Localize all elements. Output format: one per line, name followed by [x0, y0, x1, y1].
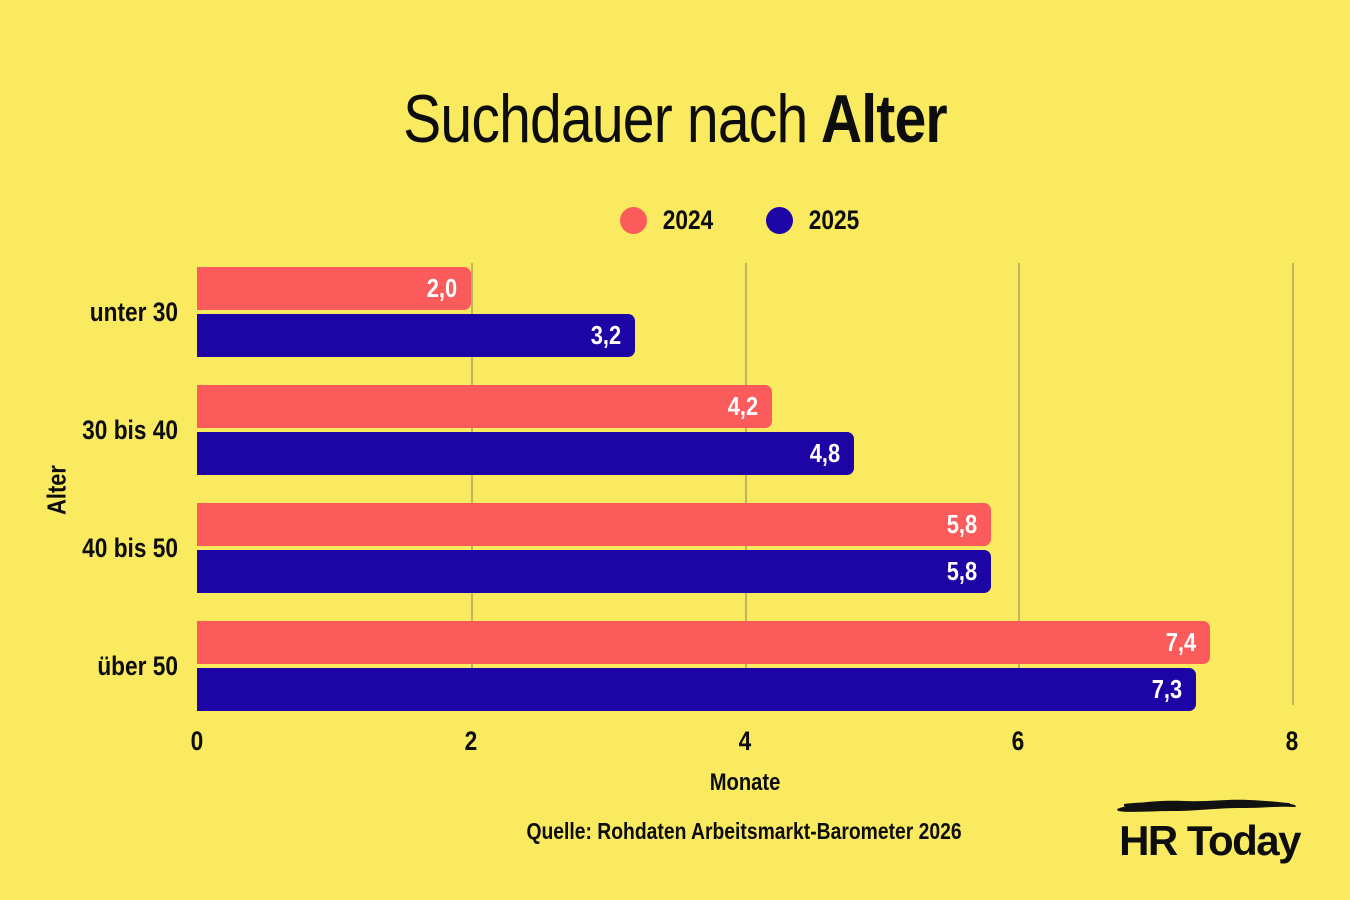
bar-2025-40-bis-50: 5,8 [197, 550, 991, 593]
x-axis-ticks: 0 2 4 6 8 [0, 726, 1350, 760]
legend-label-2025: 2025 [808, 205, 860, 235]
bar-value-label: 7,4 [1165, 627, 1196, 657]
category-label-30-bis-40: 30 bis 40 [82, 415, 178, 445]
x-tick-2: 2 [463, 726, 478, 757]
category-label-unter-30: unter 30 [89, 297, 178, 327]
gridline-2 [470, 263, 473, 705]
source-text: Quelle: Rohdaten Arbeitsmarkt-Barometer … [526, 818, 963, 844]
legend-label-2024: 2024 [662, 205, 714, 235]
chart-title: Suchdauer nach Alter [108, 80, 1242, 158]
category-labels: unter 30 30 bis 40 40 bis 50 über 50 [0, 0, 178, 900]
x-tick-6: 6 [1011, 726, 1026, 757]
source-wrap: Quelle: Rohdaten Arbeitsmarkt-Barometer … [197, 818, 1292, 845]
x-tick-label: 0 [190, 726, 204, 756]
chart-title-regular: Suchdauer nach [403, 81, 808, 157]
category-label-40-bis-50: 40 bis 50 [82, 533, 178, 563]
bar-2024-unter-30: 2,0 [197, 267, 471, 310]
bar-value-label: 2,0 [426, 273, 457, 303]
legend-dot-2024 [620, 207, 647, 234]
chart-title-bold: Alter [820, 81, 948, 157]
logo-text: HR Today [1119, 817, 1301, 864]
bar-value-label: 5,8 [946, 556, 977, 586]
x-tick-label: 4 [738, 726, 751, 756]
legend-item-2025: 2025 [766, 205, 864, 236]
brush-stroke-icon [1117, 799, 1296, 812]
legend-item-2024: 2024 [620, 205, 718, 236]
x-axis-label-wrap: Monate [197, 769, 1292, 797]
x-tick-label: 6 [1011, 726, 1025, 756]
bar-2025-über-50: 7,3 [197, 668, 1197, 711]
x-tick-label: 2 [464, 726, 478, 756]
x-axis-label: Monate [709, 769, 780, 796]
legend-dot-2025 [766, 207, 794, 234]
bar-value-label: 4,2 [727, 391, 758, 421]
gridline-4 [744, 263, 747, 705]
legend: 2024 2025 [620, 205, 864, 236]
bar-value-label: 5,8 [946, 509, 977, 539]
gridline-8 [1292, 263, 1294, 705]
bar-value-label: 4,8 [809, 438, 840, 468]
bar-value-label: 3,2 [590, 320, 621, 350]
hr-today-logo: HR Today [1088, 795, 1302, 864]
category-label-über-50: über 50 [97, 651, 178, 681]
bar-2025-unter-30: 3,2 [197, 314, 635, 357]
bar-2025-30-bis-40: 4,8 [197, 432, 854, 475]
x-tick-label: 8 [1285, 726, 1299, 756]
bar-value-label: 7,3 [1151, 674, 1183, 704]
gridline-6 [1018, 263, 1021, 705]
x-tick-8: 8 [1284, 726, 1299, 757]
bar-2024-30-bis-40: 4,2 [197, 385, 772, 428]
x-tick-4: 4 [737, 726, 752, 757]
plot-area: 2,0 3,2 4,2 4,8 5,8 5,8 7,4 7,3 [197, 263, 1294, 711]
bar-2024-über-50: 7,4 [197, 621, 1210, 664]
x-tick-0: 0 [189, 726, 204, 757]
bar-2024-40-bis-50: 5,8 [197, 503, 991, 546]
